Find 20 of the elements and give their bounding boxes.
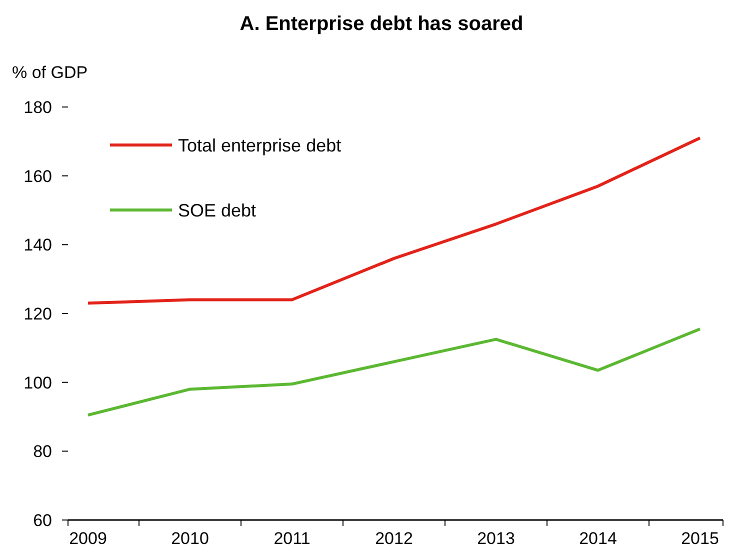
y-tick-label: 100 <box>24 373 52 392</box>
x-tick-label: 2012 <box>375 529 413 548</box>
legend-label: SOE debt <box>178 200 256 220</box>
x-tick-label: 2011 <box>274 529 310 548</box>
y-tick-label: 60 <box>33 510 52 530</box>
y-axis-title: % of GDP <box>12 63 88 82</box>
x-tick-label: 2010 <box>171 529 209 548</box>
x-tick-label: 2015 <box>681 529 719 548</box>
legend-label: Total enterprise debt <box>178 135 342 156</box>
x-tick-label: 2009 <box>69 529 107 548</box>
y-tick-label: 80 <box>33 442 52 462</box>
y-tick-label: 140 <box>24 236 52 255</box>
y-tick-label: 180 <box>24 98 52 117</box>
y-tick-label: 160 <box>24 166 52 186</box>
x-tick-label: 2013 <box>477 529 515 548</box>
x-tick-label: 2014 <box>579 529 617 548</box>
chart-title: A. Enterprise debt has soared <box>240 13 524 35</box>
y-tick-label: 120 <box>24 304 52 324</box>
line-series <box>86 327 702 417</box>
line-series <box>86 136 702 305</box>
